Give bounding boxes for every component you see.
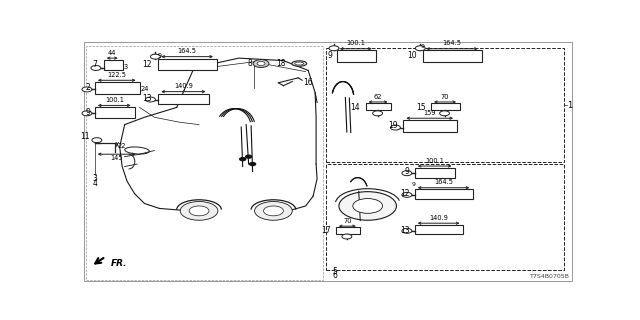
Circle shape — [150, 54, 161, 59]
Text: 3: 3 — [92, 174, 97, 183]
Bar — [336, 227, 360, 234]
Text: 22: 22 — [118, 143, 126, 149]
Ellipse shape — [295, 62, 304, 65]
Circle shape — [402, 192, 412, 197]
Text: 140.9: 140.9 — [429, 215, 448, 221]
Text: 5: 5 — [333, 267, 337, 276]
Text: 19: 19 — [388, 121, 397, 130]
Text: 100.1: 100.1 — [346, 40, 365, 46]
Text: 12: 12 — [401, 189, 410, 198]
Text: 14: 14 — [351, 103, 360, 112]
Text: T7S4B0705B: T7S4B0705B — [530, 274, 570, 279]
Circle shape — [353, 198, 383, 213]
Bar — [158, 59, 217, 70]
Bar — [365, 103, 392, 110]
Text: 9: 9 — [157, 53, 161, 60]
Circle shape — [257, 61, 265, 66]
Bar — [415, 225, 463, 234]
Text: 9: 9 — [327, 51, 332, 60]
Text: 6: 6 — [333, 271, 337, 280]
Circle shape — [342, 234, 352, 239]
Text: 18: 18 — [276, 59, 286, 68]
Circle shape — [415, 46, 425, 51]
Text: 159: 159 — [424, 110, 436, 116]
Bar — [326, 48, 564, 162]
Text: 164.5: 164.5 — [178, 48, 196, 54]
Text: 100.1: 100.1 — [425, 157, 444, 164]
Text: 24: 24 — [141, 86, 149, 92]
Circle shape — [329, 46, 339, 51]
Text: 15: 15 — [417, 103, 426, 112]
Circle shape — [189, 206, 209, 216]
Text: 11: 11 — [81, 132, 90, 141]
Circle shape — [92, 138, 102, 143]
Bar — [415, 168, 456, 178]
Text: 100.1: 100.1 — [105, 97, 124, 103]
Bar — [158, 94, 209, 104]
Bar — [415, 189, 474, 199]
Text: 12: 12 — [143, 60, 152, 69]
Text: 13: 13 — [142, 94, 152, 103]
Text: 122.5: 122.5 — [108, 72, 126, 78]
Bar — [86, 46, 323, 280]
Text: 70: 70 — [343, 218, 351, 224]
Circle shape — [253, 60, 269, 68]
Circle shape — [440, 111, 449, 116]
Text: 7: 7 — [93, 60, 97, 69]
Text: 164.5: 164.5 — [442, 40, 461, 46]
Bar — [326, 164, 564, 269]
Bar — [104, 60, 123, 70]
Circle shape — [264, 206, 284, 216]
Circle shape — [402, 171, 412, 176]
Bar — [423, 50, 482, 61]
Circle shape — [402, 228, 412, 233]
Circle shape — [372, 111, 383, 116]
Text: 70: 70 — [441, 93, 449, 100]
Bar — [337, 50, 376, 61]
Text: 8: 8 — [248, 59, 252, 68]
Circle shape — [339, 192, 396, 220]
Circle shape — [82, 111, 92, 116]
Text: FR.: FR. — [111, 259, 127, 268]
Circle shape — [250, 163, 255, 165]
Bar — [431, 103, 460, 110]
Text: 1: 1 — [568, 101, 573, 110]
Text: 17: 17 — [321, 226, 331, 235]
Circle shape — [82, 87, 92, 92]
Circle shape — [91, 66, 101, 70]
Text: 16: 16 — [303, 78, 313, 87]
Text: 9: 9 — [405, 167, 410, 176]
Text: 2: 2 — [85, 83, 90, 92]
Ellipse shape — [292, 61, 307, 66]
Bar — [95, 108, 134, 118]
Text: 9: 9 — [412, 182, 416, 188]
Text: 145: 145 — [110, 155, 123, 161]
Text: 9: 9 — [420, 44, 424, 49]
Circle shape — [246, 155, 252, 158]
Text: 140.9: 140.9 — [174, 83, 193, 89]
Text: 62: 62 — [374, 93, 382, 100]
Circle shape — [145, 97, 156, 102]
Text: 4: 4 — [92, 179, 97, 188]
Text: 9: 9 — [85, 108, 90, 117]
Text: 44: 44 — [108, 50, 116, 56]
Text: 164.5: 164.5 — [434, 179, 453, 185]
Circle shape — [180, 202, 218, 220]
Text: 13: 13 — [400, 226, 410, 235]
Text: 3: 3 — [124, 64, 128, 70]
Circle shape — [255, 202, 292, 220]
Circle shape — [240, 158, 246, 161]
Text: 10: 10 — [408, 51, 417, 60]
Circle shape — [390, 125, 401, 130]
Bar — [95, 82, 140, 93]
Bar — [403, 120, 457, 132]
